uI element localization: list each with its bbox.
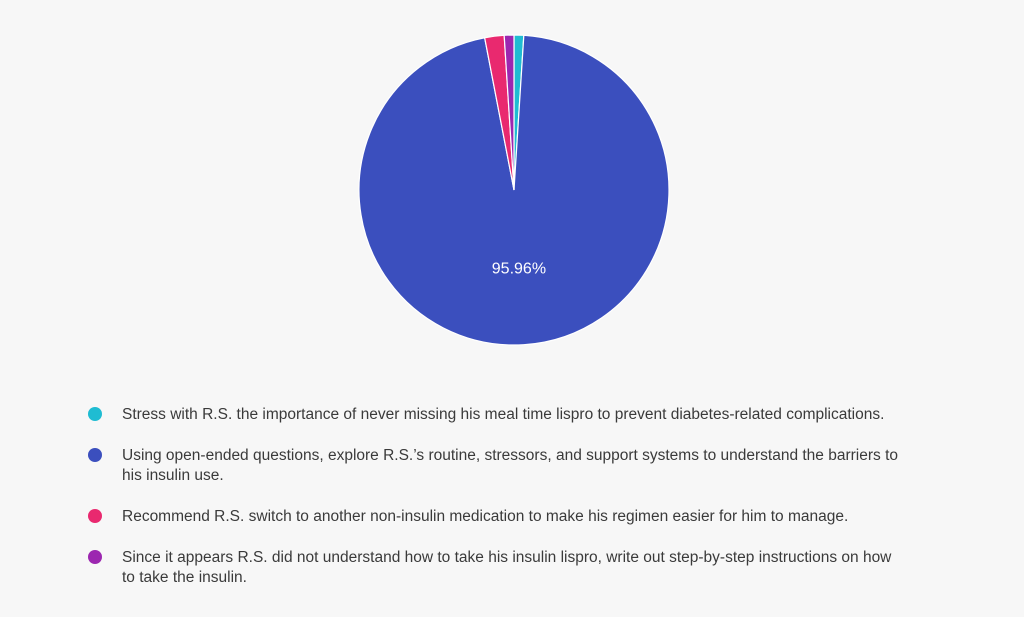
pie-chart: 95.96%: [358, 34, 670, 346]
legend-swatch: [88, 407, 102, 421]
slice-data-label: 95.96%: [492, 260, 546, 277]
legend-item[interactable]: Using open-ended questions, explore R.S.…: [88, 446, 948, 486]
legend-item[interactable]: Stress with R.S. the importance of never…: [88, 405, 948, 425]
legend-swatch: [88, 550, 102, 564]
legend-item[interactable]: Recommend R.S. switch to another non-ins…: [88, 507, 948, 527]
legend-swatch: [88, 509, 102, 523]
legend-item[interactable]: Since it appears R.S. did not understand…: [88, 548, 948, 588]
chart-legend: Stress with R.S. the importance of never…: [88, 405, 948, 609]
legend-swatch: [88, 448, 102, 462]
legend-label: Stress with R.S. the importance of never…: [122, 406, 885, 423]
pie-chart-svg: 95.96%: [358, 34, 670, 346]
pie-slice[interactable]: [358, 34, 670, 346]
legend-label: Since it appears R.S. did not understand…: [122, 549, 892, 586]
legend-label: Using open-ended questions, explore R.S.…: [122, 447, 898, 484]
pie-slice[interactable]: [503, 34, 515, 191]
legend-label: Recommend R.S. switch to another non-ins…: [122, 508, 849, 525]
